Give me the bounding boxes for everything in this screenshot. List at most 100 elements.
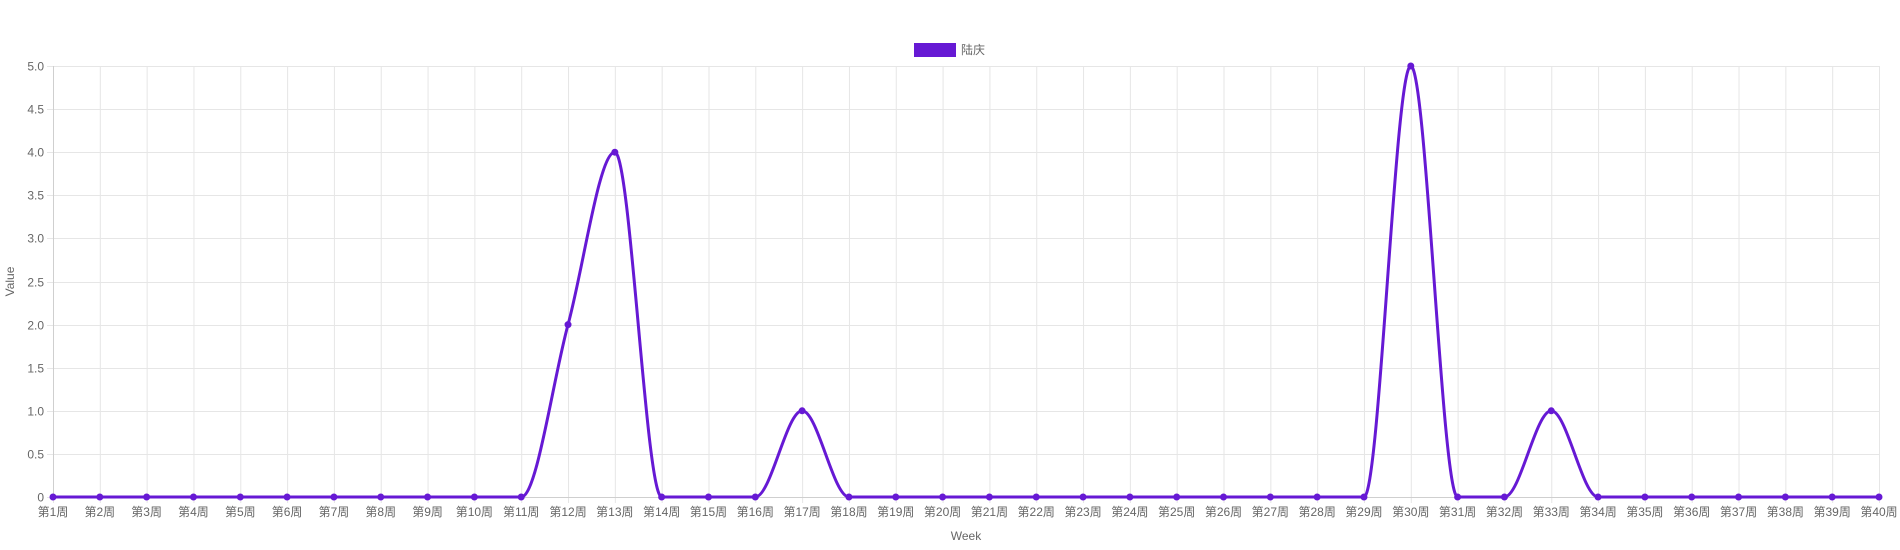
data-point[interactable]	[939, 493, 947, 501]
data-point[interactable]	[1220, 493, 1228, 501]
data-point[interactable]	[845, 493, 853, 501]
legend[interactable]: 陆庆	[914, 42, 985, 57]
data-point[interactable]	[751, 493, 759, 501]
legend-label: 陆庆	[961, 42, 985, 57]
data-point[interactable]	[1454, 493, 1462, 501]
y-tick-label: 4.0	[27, 146, 44, 160]
data-point[interactable]	[283, 493, 291, 501]
x-tick-label: 第23周	[1064, 505, 1101, 519]
x-tick-label: 第22周	[1018, 505, 1055, 519]
data-point[interactable]	[1735, 493, 1743, 501]
data-point[interactable]	[1032, 493, 1040, 501]
x-tick-label: 第12周	[549, 505, 586, 519]
data-point[interactable]	[49, 493, 57, 501]
x-tick-label: 第40周	[1860, 505, 1897, 519]
data-point[interactable]	[1547, 407, 1555, 415]
x-tick-label: 第11周	[503, 505, 539, 519]
data-point[interactable]	[517, 493, 525, 501]
data-point[interactable]	[377, 493, 385, 501]
y-axis-title: Value	[3, 266, 17, 296]
x-tick-label: 第14周	[643, 505, 680, 519]
y-tick-label: 1.0	[27, 405, 44, 419]
x-tick-label: 第5周	[225, 505, 256, 519]
x-tick-label: 第2周	[84, 505, 115, 519]
x-tick-label: 第13周	[596, 505, 633, 519]
data-point[interactable]	[330, 493, 338, 501]
x-axis-title: Week	[951, 529, 982, 543]
data-point[interactable]	[143, 493, 151, 501]
x-tick-label: 第9周	[412, 505, 443, 519]
y-tick-label: 0.5	[27, 448, 44, 462]
x-tick-label: 第7周	[319, 505, 350, 519]
series	[49, 62, 1883, 501]
x-tick-label: 第8周	[365, 505, 396, 519]
x-tick-label: 第28周	[1298, 505, 1335, 519]
y-tick-label: 1.5	[27, 362, 44, 376]
data-point[interactable]	[564, 321, 572, 329]
x-tick-label: 第6周	[272, 505, 303, 519]
x-tick-label: 第17周	[783, 505, 820, 519]
legend-swatch	[914, 43, 956, 57]
y-tick-labels: 0 0.5 1.0 1.5 2.0 2.5 3.0 3.5 4.0 4.5 5.0	[27, 60, 44, 505]
x-tick-label: 第36周	[1673, 505, 1710, 519]
x-tick-label: 第33周	[1533, 505, 1570, 519]
data-point[interactable]	[1828, 493, 1836, 501]
data-point[interactable]	[1688, 493, 1696, 501]
grid	[47, 66, 1880, 503]
x-tick-label: 第35周	[1626, 505, 1663, 519]
y-tick-label: 3.0	[27, 232, 44, 246]
data-point[interactable]	[1360, 493, 1368, 501]
y-tick-label: 2.5	[27, 276, 44, 290]
axes	[53, 66, 1879, 498]
data-point[interactable]	[1313, 493, 1321, 501]
data-point[interactable]	[1875, 493, 1883, 501]
x-tick-label: 第34周	[1579, 505, 1616, 519]
x-tick-label: 第31周	[1439, 505, 1476, 519]
x-tick-label: 第29周	[1345, 505, 1382, 519]
x-tick-label: 第37周	[1720, 505, 1757, 519]
data-point[interactable]	[236, 493, 244, 501]
data-point[interactable]	[1500, 493, 1508, 501]
data-point[interactable]	[1079, 493, 1087, 501]
x-tick-label: 第16周	[737, 505, 774, 519]
x-tick-label: 第15周	[690, 505, 727, 519]
y-tick-label: 4.5	[27, 103, 44, 117]
data-point[interactable]	[658, 493, 666, 501]
x-tick-label: 第30周	[1392, 505, 1429, 519]
y-tick-label: 3.5	[27, 189, 44, 203]
x-tick-label: 第10周	[456, 505, 493, 519]
data-point[interactable]	[424, 493, 432, 501]
data-point[interactable]	[1781, 493, 1789, 501]
data-point[interactable]	[704, 493, 712, 501]
x-tick-label: 第38周	[1767, 505, 1804, 519]
y-tick-label: 5.0	[27, 60, 44, 74]
data-point[interactable]	[892, 493, 900, 501]
data-point[interactable]	[96, 493, 104, 501]
data-point[interactable]	[611, 148, 619, 156]
x-tick-label: 第25周	[1158, 505, 1195, 519]
data-point[interactable]	[1407, 62, 1415, 70]
x-tick-label: 第18周	[830, 505, 867, 519]
data-point[interactable]	[1266, 493, 1274, 501]
data-point[interactable]	[189, 493, 197, 501]
x-tick-label: 第3周	[131, 505, 162, 519]
data-point[interactable]	[1641, 493, 1649, 501]
x-tick-label: 第24周	[1111, 505, 1148, 519]
x-tick-label: 第39周	[1813, 505, 1850, 519]
x-tick-labels: 第1周 第2周 第3周 第4周 第5周 第6周 第7周 第8周 第9周 第10周 第11周 第12周第…	[38, 505, 1898, 519]
data-point[interactable]	[1126, 493, 1134, 501]
x-tick-label: 第27周	[1252, 505, 1289, 519]
series-line	[53, 64, 1880, 499]
data-point[interactable]	[798, 407, 806, 415]
data-point[interactable]	[985, 493, 993, 501]
data-point[interactable]	[1594, 493, 1602, 501]
x-tick-label: 第1周	[38, 505, 69, 519]
x-tick-label: 第21周	[971, 505, 1008, 519]
data-point[interactable]	[1173, 493, 1181, 501]
x-tick-label: 第4周	[178, 505, 209, 519]
x-tick-label: 第32周	[1486, 505, 1523, 519]
data-point[interactable]	[470, 493, 478, 501]
x-tick-label: 第26周	[1205, 505, 1242, 519]
